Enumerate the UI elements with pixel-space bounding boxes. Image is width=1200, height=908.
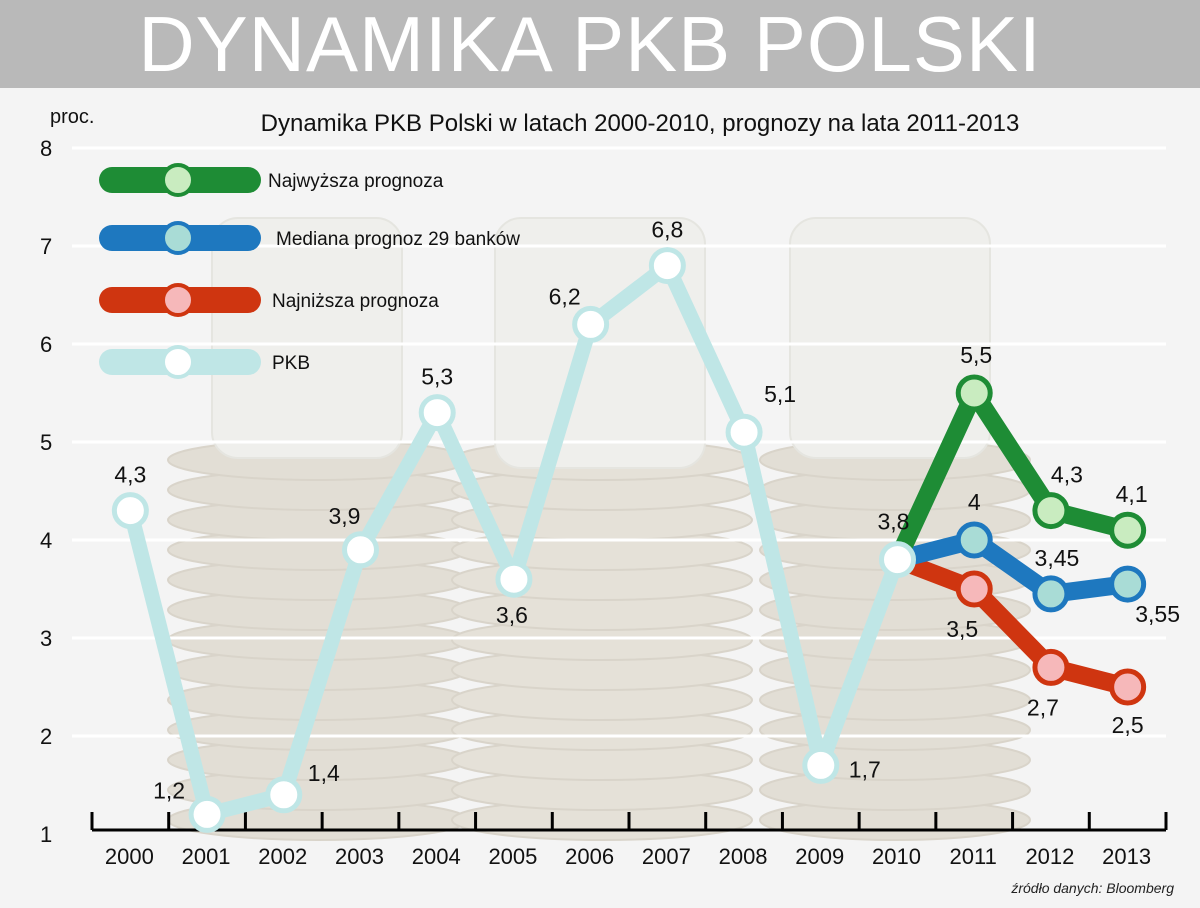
data-point	[265, 776, 303, 814]
data-label: 4	[968, 489, 981, 515]
series-pkb: 4,3 1,2 1,4 3,9 5,3 3,6 6,2 6,8 5,1 1,7 3,8	[111, 217, 916, 833]
chart-title: Dynamika PKB Polski w latach 2000-2010, …	[261, 110, 1020, 137]
y-tick-label: 4	[40, 528, 52, 553]
data-label: 2,5	[1112, 712, 1144, 738]
series-low: 3,5 2,7 2,5	[888, 550, 1147, 738]
y-tick-label: 5	[40, 430, 52, 455]
series-line-high	[888, 384, 1137, 569]
legend: Najwyższa prognoza Mediana prognoz 29 ban…	[99, 163, 520, 379]
x-tick-label: 2004	[412, 844, 461, 869]
data-label: 5,1	[764, 381, 796, 407]
data-point	[725, 413, 763, 451]
data-point	[802, 746, 840, 784]
legend-label: PKB	[272, 353, 310, 374]
data-point	[1032, 492, 1070, 530]
legend-marker	[161, 163, 195, 197]
x-tick-label: 2000	[105, 844, 154, 869]
data-point	[495, 560, 533, 598]
x-tick-label: 2005	[488, 844, 537, 869]
data-point	[1032, 575, 1070, 613]
legend-item-pkb: PKB	[99, 345, 310, 379]
data-label: 3,55	[1135, 601, 1180, 627]
axes: 1 2 3 4 5 6 7 8 2000 2001 2002 2003 2004 2005 2006 2007…	[40, 136, 1168, 869]
series-line-low	[888, 550, 1137, 696]
data-point	[648, 247, 686, 285]
series: 3,5 2,7 2,5 4 3,45 3,55 5,5 4,3 4,1 4,3 1,2 1,4 3,9 5…	[111, 217, 1180, 833]
x-tick-label: 2011	[950, 844, 997, 869]
data-label: 2,7	[1027, 694, 1059, 720]
data-point	[111, 492, 149, 530]
data-label: 3,9	[329, 503, 361, 529]
x-tick-label: 2003	[335, 844, 384, 869]
data-label: 4,3	[114, 462, 146, 488]
legend-item-low: Najniższa prognoza	[99, 283, 439, 317]
dice-shape	[211, 217, 403, 459]
data-point	[418, 394, 456, 432]
data-label: 5,3	[421, 364, 453, 390]
data-point	[1109, 565, 1147, 603]
data-label: 6,2	[549, 283, 581, 309]
data-label: 5,5	[960, 342, 992, 368]
series-line-median	[888, 531, 1137, 603]
data-point	[1109, 511, 1147, 549]
legend-marker	[161, 283, 195, 317]
data-point	[1109, 668, 1147, 706]
data-label: 3,5	[946, 616, 978, 642]
y-axis-unit: proc.	[50, 106, 94, 128]
data-label: 1,2	[153, 777, 185, 803]
source-note: źródło danych: Bloomberg	[1010, 880, 1174, 896]
series-median: 4 3,45 3,55	[888, 489, 1180, 627]
x-tick-label: 2008	[719, 844, 768, 869]
banner-title: DYNAMIKA PKB POLSKI	[138, 0, 1042, 88]
series-high: 5,5 4,3 4,1	[888, 342, 1148, 569]
legend-marker	[161, 221, 195, 255]
y-tick-label: 7	[40, 234, 52, 259]
data-point	[572, 305, 610, 343]
data-label: 1,7	[849, 756, 881, 782]
dice-shape	[789, 217, 991, 459]
data-label: 3,8	[878, 509, 910, 535]
x-tick-label: 2007	[642, 844, 691, 869]
data-label: 1,4	[308, 760, 340, 786]
data-point	[879, 541, 916, 579]
y-tick-label: 8	[40, 136, 52, 161]
x-tick-label: 2013	[1102, 844, 1151, 869]
legend-item-median: Mediana prognoz 29 banków	[99, 221, 520, 255]
data-label: 3,6	[496, 602, 528, 628]
x-tick-label: 2012	[1025, 844, 1074, 869]
data-label: 4,1	[1116, 481, 1148, 507]
legend-label: Najwyższa prognoza	[268, 171, 444, 192]
data-label: 3,45	[1035, 545, 1080, 571]
y-tick-label: 6	[40, 332, 52, 357]
data-point	[1032, 648, 1070, 686]
x-tick-label: 2006	[565, 844, 614, 869]
data-point	[955, 570, 993, 608]
x-tick-label: 2001	[182, 844, 231, 869]
legend-label: Najniższa prognoza	[272, 291, 439, 312]
legend-item-high: Najwyższa prognoza	[99, 163, 444, 197]
title-banner: DYNAMIKA PKB POLSKI	[0, 0, 1200, 88]
x-tick-label: 2002	[258, 844, 307, 869]
y-tick-label: 3	[40, 626, 52, 651]
y-tick-label: 2	[40, 724, 52, 749]
data-point	[955, 521, 993, 559]
data-point	[342, 531, 379, 569]
x-tick-label: 2009	[795, 844, 844, 869]
y-tick-label: 1	[40, 822, 52, 847]
legend-marker	[161, 345, 195, 379]
data-point	[188, 795, 226, 833]
legend-label: Mediana prognoz 29 banków	[276, 229, 520, 250]
data-point	[955, 374, 993, 412]
x-tick-label: 2010	[872, 844, 921, 869]
data-label: 6,8	[651, 217, 683, 243]
data-label: 4,3	[1051, 462, 1083, 488]
